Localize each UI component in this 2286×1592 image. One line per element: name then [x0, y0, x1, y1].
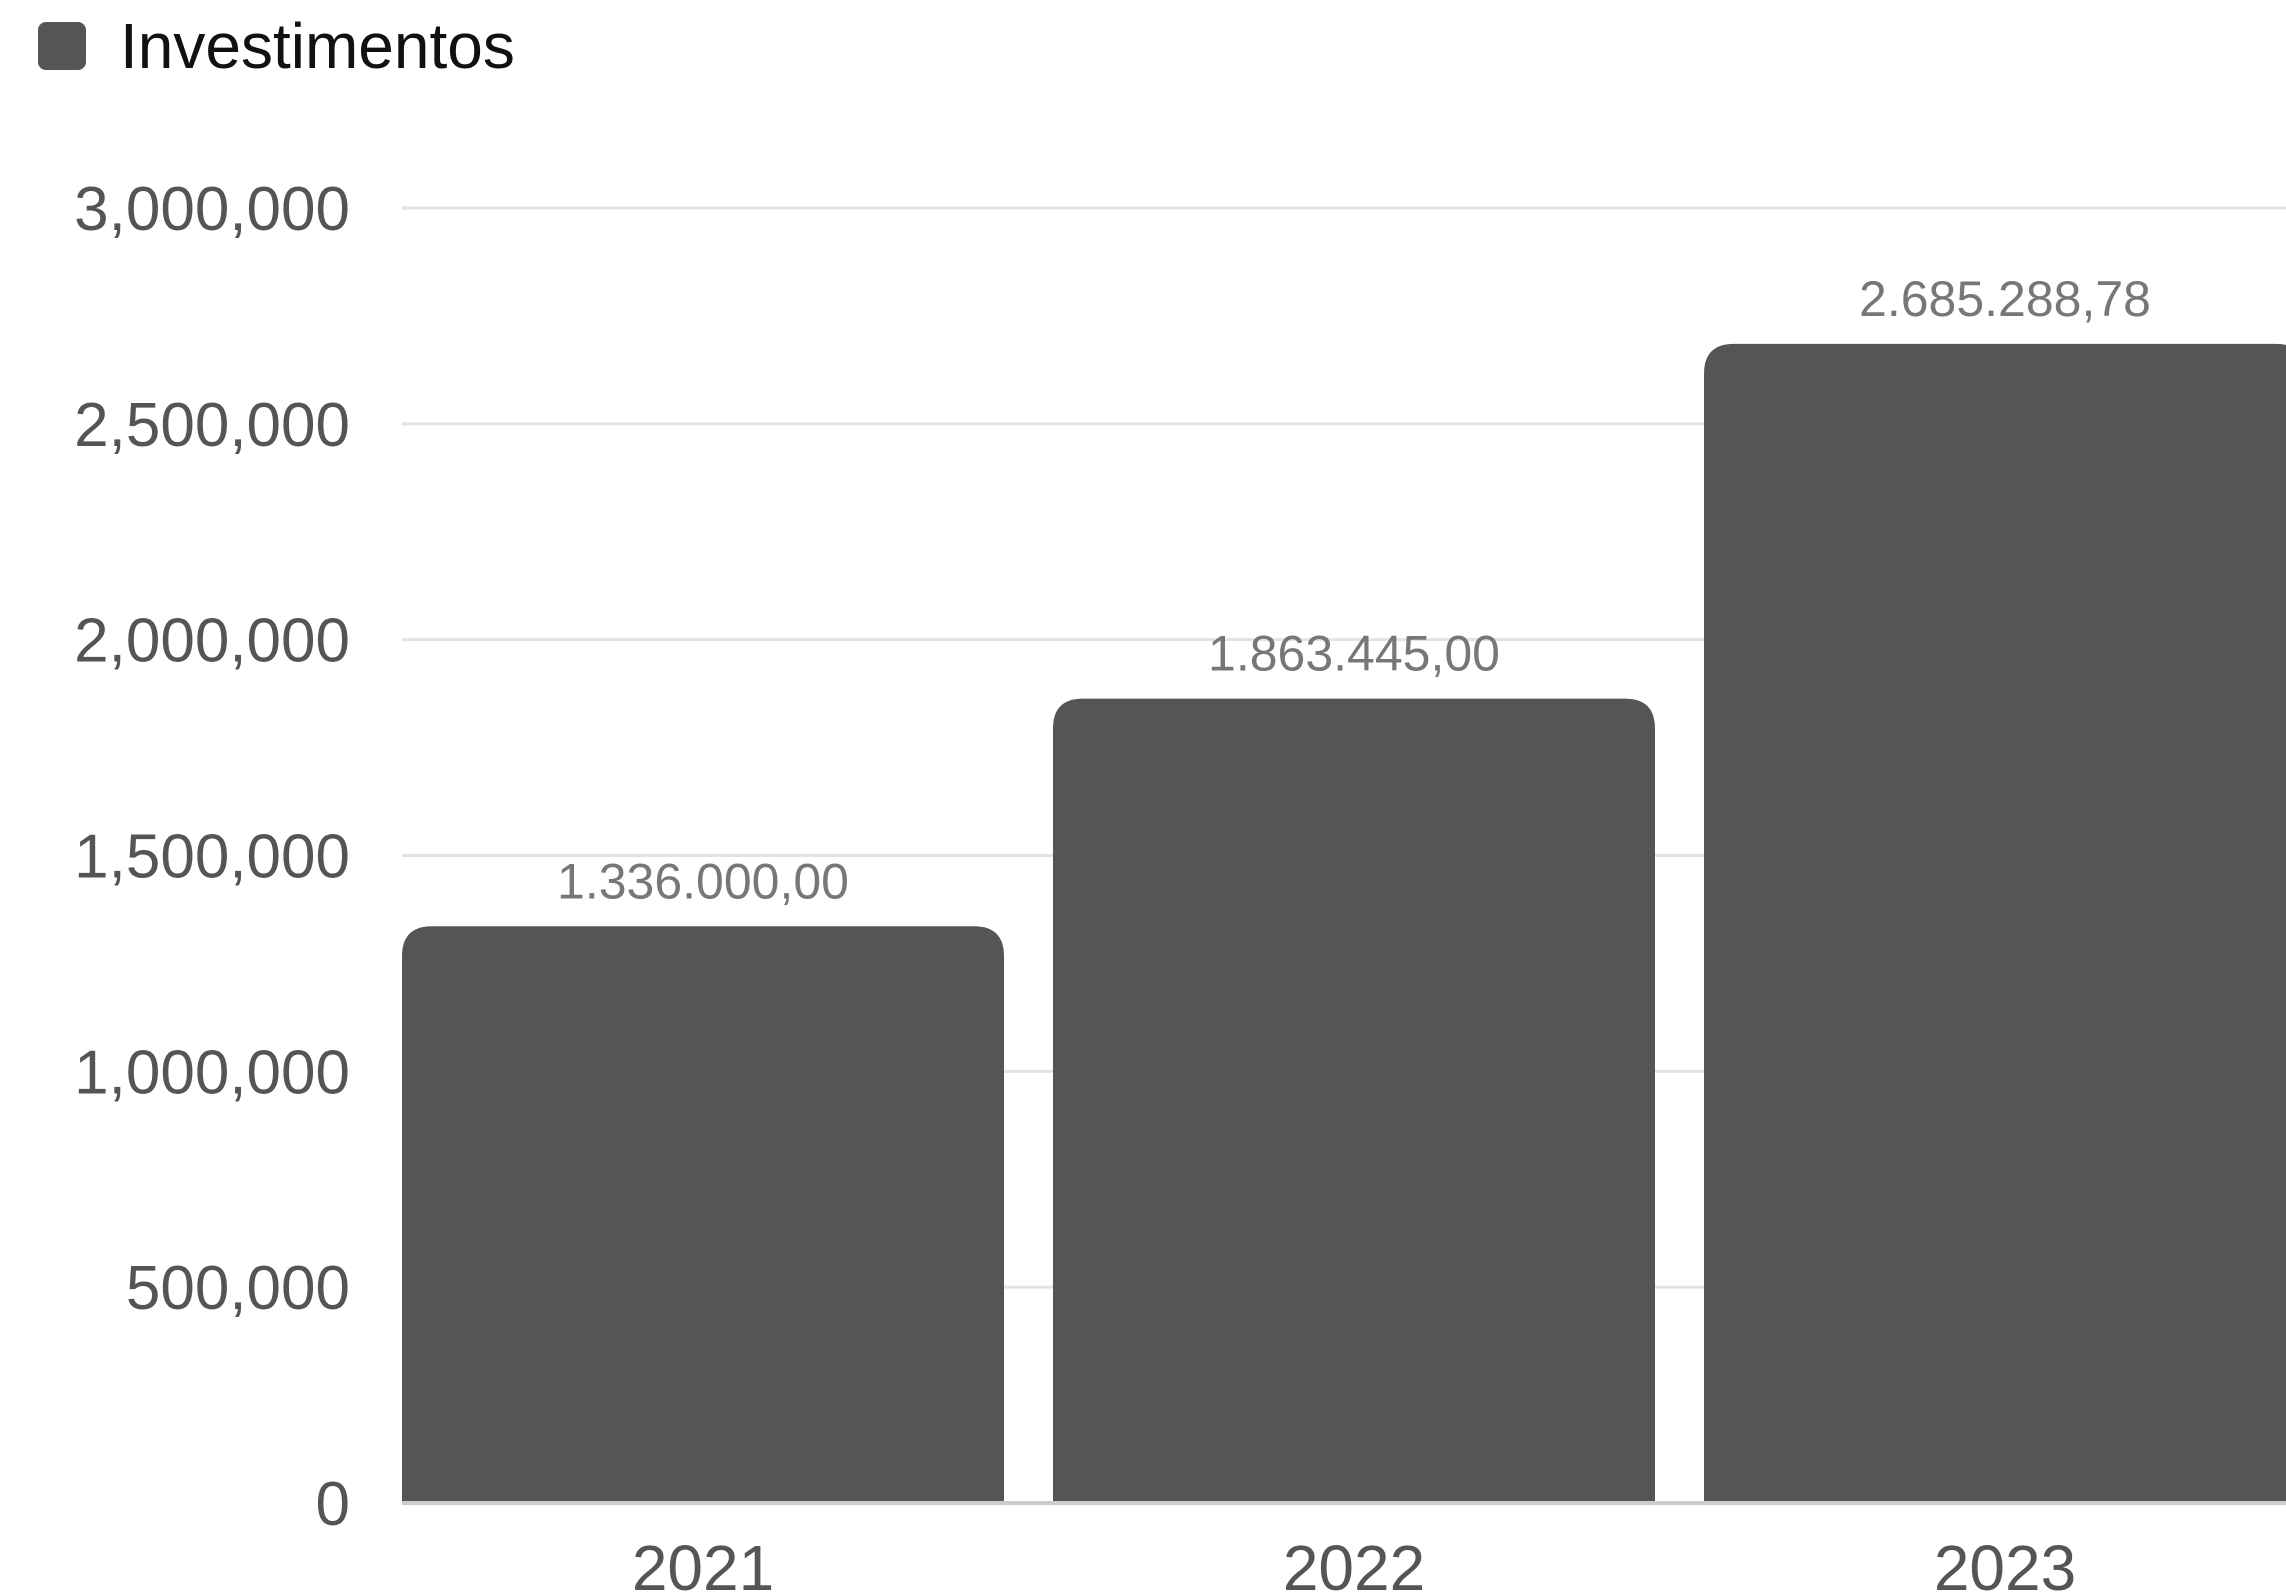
- y-tick-label: 2,500,000: [74, 391, 350, 460]
- value-labels: 1.336.000,00 1.863.445,00 2.685.288,78: [557, 271, 2151, 909]
- x-tick-label: 2021: [632, 1532, 774, 1592]
- y-axis-ticks: 0 500,000 1,000,000 1,500,000 2,000,000 2,500…: [74, 175, 350, 1539]
- bar-2022: [1053, 698, 1655, 1503]
- y-tick-label: 0: [316, 1470, 350, 1539]
- bar-2021: [402, 926, 1004, 1503]
- y-tick-label: 3,000,000: [74, 175, 350, 244]
- bar-value-label: 1.336.000,00: [557, 853, 849, 909]
- y-tick-label: 2,000,000: [74, 607, 350, 676]
- x-axis-ticks: 2021 2022 2023: [632, 1532, 2076, 1592]
- bars: [402, 343, 2286, 1505]
- legend-label: Investimentos: [120, 10, 515, 82]
- bar-2023: [1704, 343, 2286, 1503]
- y-tick-label: 1,000,000: [74, 1038, 350, 1107]
- y-tick-label: 1,500,000: [74, 823, 350, 892]
- x-tick-label: 2023: [1934, 1532, 2076, 1592]
- bar-value-label: 2.685.288,78: [1859, 271, 2151, 327]
- bar-value-label: 1.863.445,00: [1208, 626, 1500, 682]
- y-tick-label: 500,000: [126, 1254, 350, 1323]
- legend-swatch: [38, 22, 86, 70]
- x-tick-label: 2022: [1283, 1532, 1425, 1592]
